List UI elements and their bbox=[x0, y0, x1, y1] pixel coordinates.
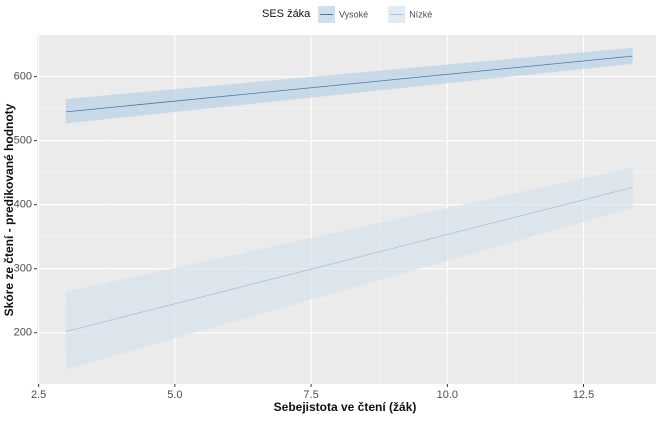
x-tick-label: 12.5 bbox=[573, 389, 594, 401]
legend-label: Nízké bbox=[409, 9, 432, 19]
legend-title: SES žáka bbox=[262, 8, 311, 20]
confidence-band bbox=[65, 47, 633, 124]
x-tick-label: 5.0 bbox=[167, 389, 182, 401]
y-tick-label: 400 bbox=[14, 199, 32, 211]
y-axis-title: Skóre ze čtení - predikované hodnoty bbox=[2, 103, 16, 316]
x-tick-label: 10.0 bbox=[437, 389, 458, 401]
y-tick-label: 200 bbox=[14, 327, 32, 339]
y-tick-label: 600 bbox=[14, 71, 32, 83]
legend-item: Vysoké bbox=[318, 6, 368, 23]
x-tick-label: 2.5 bbox=[31, 389, 46, 401]
legend-label: Vysoké bbox=[339, 9, 368, 19]
x-tick-label: 7.5 bbox=[303, 389, 318, 401]
legend-item: Nízké bbox=[388, 6, 432, 23]
y-tick-label: 500 bbox=[14, 135, 32, 147]
line bbox=[65, 55, 633, 113]
confidence-band bbox=[65, 167, 633, 370]
x-axis-title: Sebejistota ve čtení (žák) bbox=[274, 400, 417, 414]
y-tick-label: 300 bbox=[14, 263, 32, 275]
line bbox=[65, 187, 633, 332]
